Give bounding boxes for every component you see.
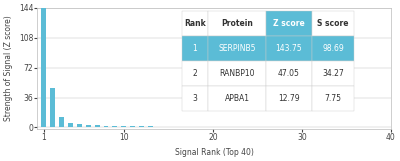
Bar (157, 127, 162, 128)
Text: Rank: Rank (184, 19, 206, 28)
Text: 3: 3 (192, 94, 198, 103)
Bar (192, 127, 198, 128)
X-axis label: Signal Rank (Top 40): Signal Rank (Top 40) (175, 148, 254, 157)
Bar (77, 124, 82, 128)
Bar (202, 127, 206, 128)
Bar (166, 127, 171, 128)
Text: 12.79: 12.79 (278, 94, 300, 103)
Bar (175, 127, 180, 128)
Bar (95, 125, 100, 128)
Bar (210, 127, 215, 128)
Bar (104, 126, 108, 128)
Text: Protein: Protein (221, 19, 253, 28)
Text: RANBP10: RANBP10 (219, 69, 255, 78)
Bar (86, 125, 91, 128)
Text: 7.75: 7.75 (324, 94, 342, 103)
Bar (219, 127, 224, 128)
Y-axis label: Strength of Signal (Z score): Strength of Signal (Z score) (4, 15, 13, 121)
Text: 47.05: 47.05 (278, 69, 300, 78)
Text: 34.27: 34.27 (322, 69, 344, 78)
Bar (130, 126, 135, 128)
Text: APBA1: APBA1 (224, 94, 250, 103)
Text: 143.75: 143.75 (276, 44, 302, 53)
Bar (148, 126, 153, 128)
Text: S score: S score (317, 19, 349, 28)
Bar (121, 126, 126, 128)
Text: 98.69: 98.69 (322, 44, 344, 53)
Text: Z score: Z score (273, 19, 305, 28)
Bar (68, 123, 73, 128)
Bar (246, 127, 251, 128)
Bar (59, 117, 64, 128)
Text: SERPINB5: SERPINB5 (218, 44, 256, 53)
Bar (112, 126, 117, 128)
Bar (139, 126, 144, 128)
Bar (237, 127, 242, 128)
Bar (41, 8, 46, 128)
Text: 1: 1 (193, 44, 197, 53)
Bar (184, 127, 188, 128)
Bar (228, 127, 233, 128)
Bar (255, 127, 260, 128)
Bar (50, 88, 55, 128)
Text: 2: 2 (193, 69, 197, 78)
